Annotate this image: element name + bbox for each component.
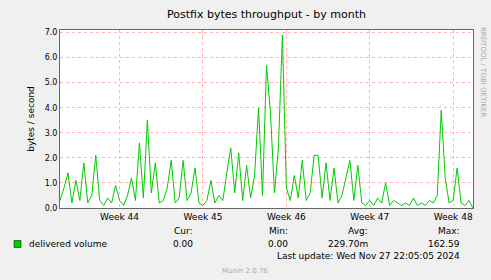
svg-text:RRDTOOL / TOBI OETIKER: RRDTOOL / TOBI OETIKER — [479, 27, 487, 117]
svg-text:2.0: 2.0 — [45, 154, 58, 163]
svg-text:0.0: 0.0 — [45, 204, 58, 213]
svg-text:Week 48: Week 48 — [434, 212, 473, 222]
svg-text:Min:: Min: — [269, 226, 288, 236]
svg-text:1.0: 1.0 — [45, 179, 58, 188]
svg-text:4.0: 4.0 — [45, 104, 58, 113]
svg-text:5.0: 5.0 — [45, 78, 58, 87]
svg-text:Week 47: Week 47 — [350, 212, 389, 222]
svg-text:3.0: 3.0 — [45, 129, 58, 138]
svg-text:Munin 2.0.76: Munin 2.0.76 — [222, 267, 268, 275]
svg-text:0.00: 0.00 — [173, 239, 193, 249]
svg-text:7.0: 7.0 — [45, 28, 58, 37]
svg-text:Week 45: Week 45 — [183, 212, 222, 222]
svg-text:Postfix bytes throughput - by: Postfix bytes throughput - by month — [167, 8, 366, 21]
svg-text:delivered volume: delivered volume — [29, 239, 108, 249]
svg-text:bytes / second: bytes / second — [26, 86, 36, 152]
svg-text:Avg:: Avg: — [348, 226, 368, 236]
svg-text:162.59: 162.59 — [428, 239, 460, 249]
svg-text:Max:: Max: — [438, 226, 460, 236]
svg-text:0.00: 0.00 — [268, 239, 288, 249]
svg-text:Week 44: Week 44 — [100, 212, 139, 222]
svg-text:Last update: Wed Nov 27 22:05:: Last update: Wed Nov 27 22:05:05 2024 — [277, 251, 460, 261]
svg-text:229.70m: 229.70m — [328, 239, 368, 249]
svg-text:6.0: 6.0 — [45, 53, 58, 62]
svg-text:Week 46: Week 46 — [267, 212, 306, 222]
svg-text:Cur:: Cur: — [174, 226, 193, 236]
